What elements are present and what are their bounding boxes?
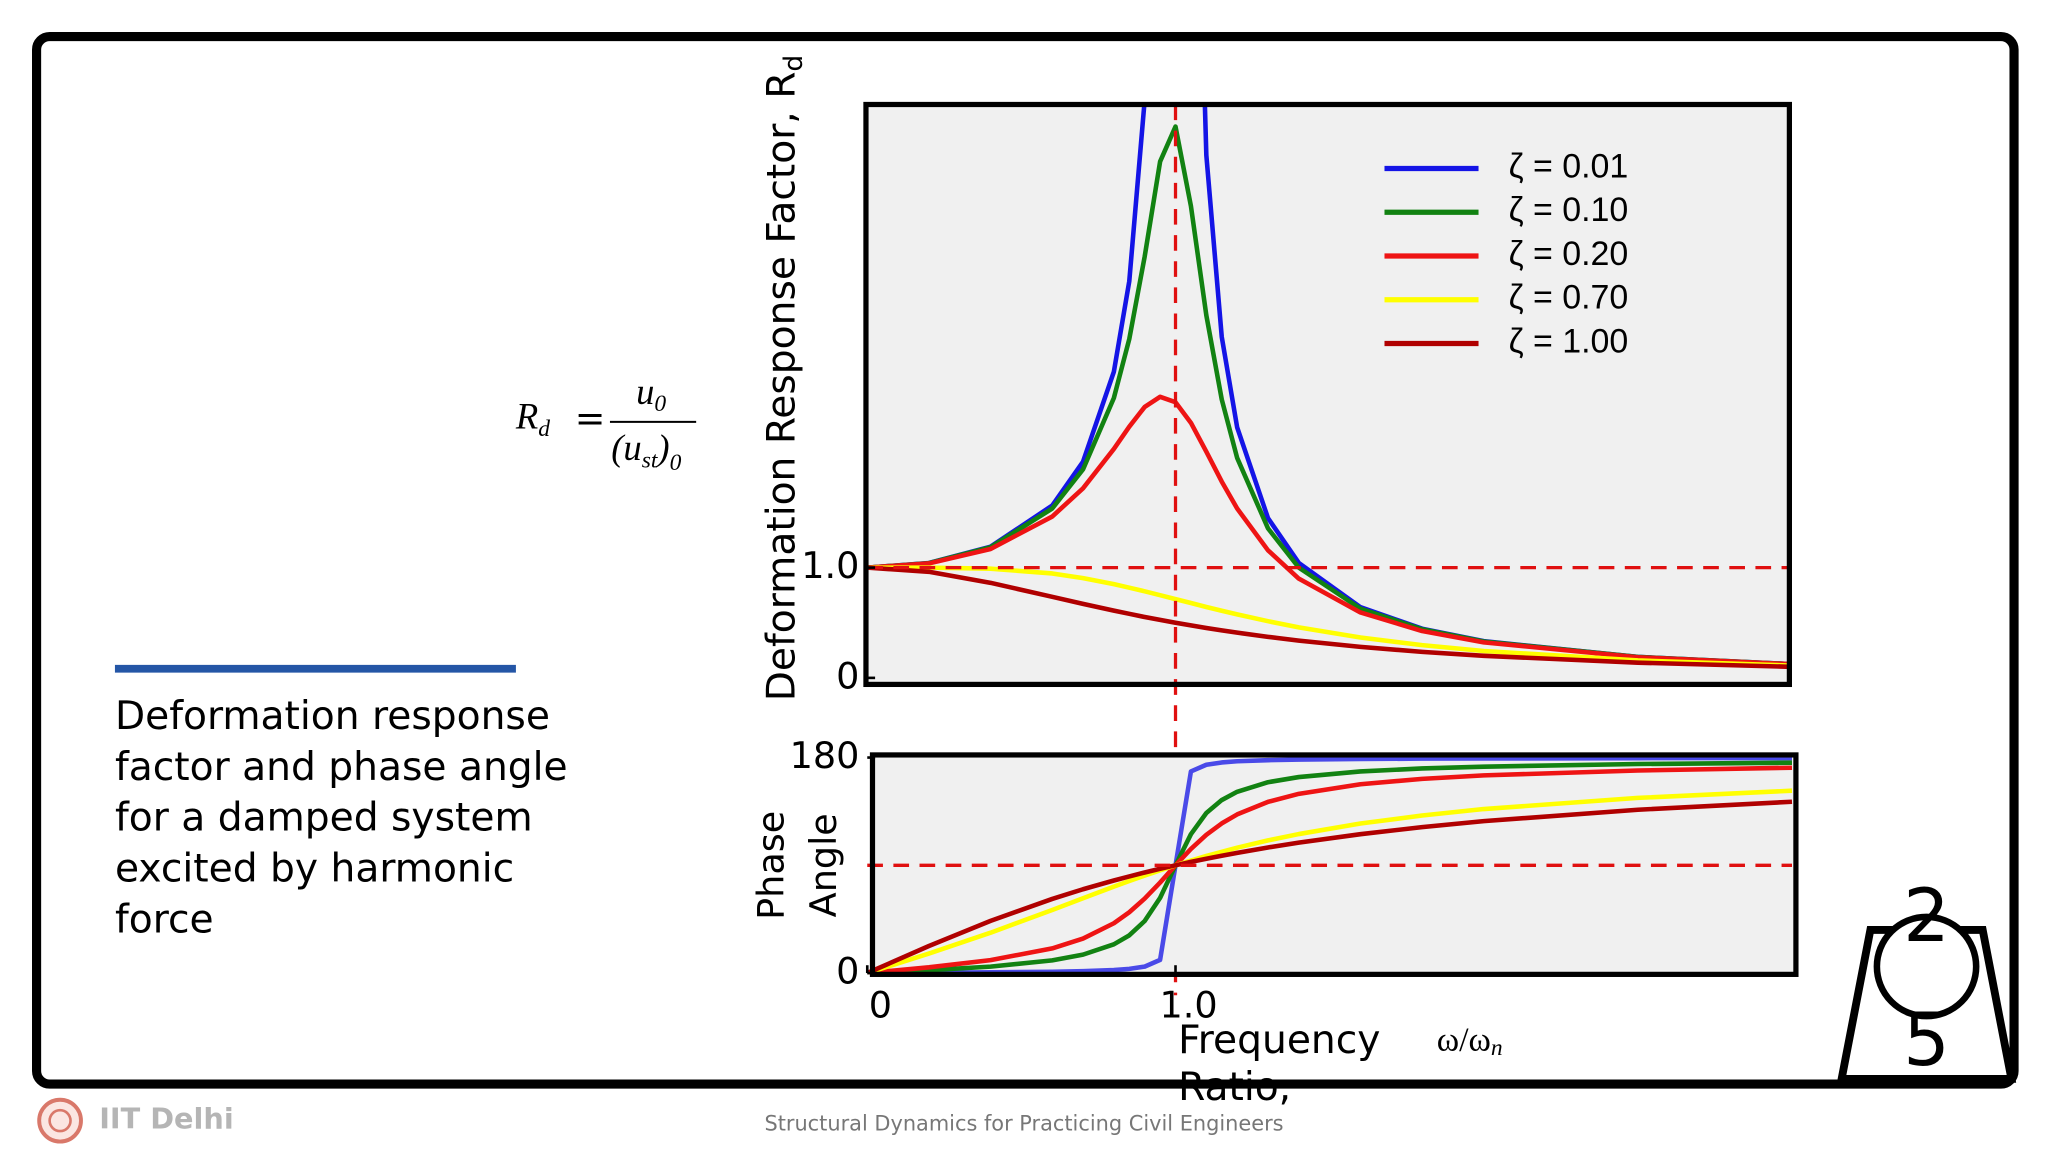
x-tick-label: 1.0 <box>1159 984 1217 1027</box>
y-tick-label: 1.0 <box>801 544 859 587</box>
y-tick-label: 0 <box>836 950 859 993</box>
logo <box>37 1097 83 1144</box>
footer-course: Structural Dynamics for Practicing Civil… <box>764 1112 1283 1136</box>
formula-sub: 0 <box>654 392 666 418</box>
series-line <box>867 124 1790 667</box>
formula-eq: = <box>575 397 606 440</box>
formula-lhs: Rd <box>515 396 550 442</box>
plot-area <box>865 104 1790 685</box>
caption-line: Deformation response <box>115 694 550 739</box>
chart: 0 1.0 ζ = 0.01 ζ = 0.10 ζ = 0.20 ζ = 0.70 ζ = … <box>759 55 1792 996</box>
legend-label: ζ = 0.10 <box>1509 191 1629 229</box>
series-line <box>867 799 1793 975</box>
caption-line: factor and phase angle <box>115 745 568 790</box>
formula-text: R <box>515 396 538 437</box>
charts: 0 1.0 ζ = 0.01 ζ = 0.10 ζ = 0.20 ζ = 0.70 ζ = … <box>750 55 1799 1110</box>
series-line <box>867 760 1793 975</box>
y-axis-label: Deformation Response Factor, Rd <box>759 55 808 701</box>
y-axis-label-text: Deformation Response Factor, R <box>759 72 804 702</box>
footer-institution: IIT Delhi <box>99 1102 233 1136</box>
legend-label: ζ = 0.70 <box>1509 279 1629 317</box>
x-axis-symbol: ω/ωn <box>1437 1021 1503 1061</box>
y-tick-label: 0 <box>836 654 859 697</box>
y-axis-label: Angle <box>802 813 845 917</box>
formula-sub: st <box>642 448 658 474</box>
legend-label: ζ = 0.01 <box>1509 147 1629 185</box>
series-line <box>867 565 1790 670</box>
caption: Deformation response factor and phase ang… <box>115 694 568 943</box>
formula-text: ) <box>655 427 669 468</box>
y-axis-label-sub: d <box>779 55 809 72</box>
formula-text: u <box>636 371 654 412</box>
formula: Rd = u0 (ust)0 <box>515 371 697 476</box>
y-tick-label: 180 <box>790 734 860 777</box>
y-axis-label: Phase <box>750 811 793 920</box>
x-axis-symbol-sub: n <box>1491 1036 1503 1062</box>
curves <box>867 104 1790 670</box>
x-axis-label: Ratio, <box>1178 1065 1291 1110</box>
series-line <box>867 565 1790 668</box>
page-number: 2 <box>1903 874 1950 959</box>
series-line <box>867 757 1793 975</box>
formula-sub: 0 <box>670 450 682 476</box>
plot-frame <box>869 752 1799 977</box>
page-number-badge: 2 5 <box>1836 874 2017 1083</box>
page-number: 5 <box>1903 998 1950 1083</box>
curves <box>867 757 1793 975</box>
x-axis-symbol-text: ω/ω <box>1437 1021 1491 1058</box>
series-line <box>867 394 1790 667</box>
legend-label: ζ = 1.00 <box>1509 322 1629 360</box>
caption-line: force <box>115 898 214 943</box>
x-tick-label: 0 <box>869 984 892 1027</box>
formula-num: u0 <box>636 371 666 417</box>
formula-sub: d <box>538 416 550 442</box>
plot-frame <box>863 101 1792 688</box>
series-line <box>867 765 1793 975</box>
legend-label: ζ = 0.20 <box>1509 235 1629 273</box>
caption-line: for a damped system <box>115 796 533 841</box>
formula-text: (u <box>611 427 641 468</box>
x-axis-label: Frequency <box>1178 1018 1380 1063</box>
caption-line: excited by harmonic <box>115 847 514 892</box>
formula-den: (ust)0 <box>611 427 681 476</box>
